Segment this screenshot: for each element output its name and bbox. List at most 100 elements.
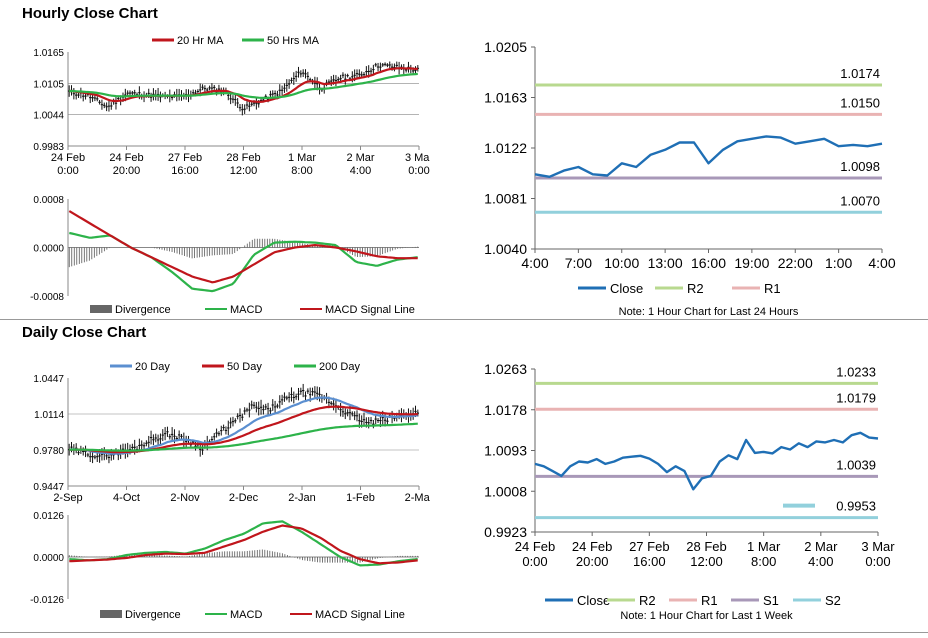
x-tick-label: 0:00 xyxy=(408,165,429,177)
x-tick-label: 8:00 xyxy=(751,554,776,569)
x-tick-label: 1:00 xyxy=(825,255,852,271)
y-tick-label: -0.0126 xyxy=(30,595,64,606)
x-tick-label: 12:00 xyxy=(230,165,258,177)
level-label-s2: 0.9953 xyxy=(836,499,876,514)
x-tick-label: 24 Feb xyxy=(51,152,85,164)
macd-line xyxy=(69,520,418,567)
y-tick-label: 1.0114 xyxy=(34,410,64,421)
legend-50-day-label: 50 Day xyxy=(227,361,262,373)
y-tick-label: 1.0178 xyxy=(484,402,527,418)
x-tick-label: 7:00 xyxy=(565,255,592,271)
legend-20hr-ma-label: 20 Hr MA xyxy=(177,35,224,47)
level-label-r1: 1.0179 xyxy=(836,390,876,405)
x-tick-label: 28 Feb xyxy=(226,152,260,164)
signal-line xyxy=(69,524,418,565)
x-tick-label: 4:00 xyxy=(350,165,371,177)
y-tick-label: 0.0000 xyxy=(33,553,64,564)
legend-50hrs-ma-label: 50 Hrs MA xyxy=(267,35,320,47)
y-tick-label: 1.0205 xyxy=(484,39,527,55)
level-label-s1: 1.0098 xyxy=(840,159,880,174)
legend-divergence-swatch xyxy=(90,305,112,313)
x-tick-label: 8:00 xyxy=(291,165,312,177)
legend-signal-label: MACD Signal Line xyxy=(315,609,405,621)
daily-macd-chart: 0.0126 0.0000 -0.0126 Divergence MACD MACD Si… xyxy=(30,511,419,621)
y-tick-label: 1.0093 xyxy=(484,443,527,459)
y-tick-label: -0.0008 xyxy=(30,292,64,303)
hourly-macd-chart: 0.0008 0.0000 -0.0008 Divergence MACD MACD Si… xyxy=(30,195,419,316)
legend-divergence-label: Divergence xyxy=(115,304,171,316)
bottom-divider xyxy=(0,632,928,633)
x-tick-label: 2-Sep xyxy=(53,492,82,504)
y-tick-label: 1.0165 xyxy=(33,48,64,59)
level-label-s1: 1.0039 xyxy=(836,457,876,472)
x-tick-label: 16:00 xyxy=(633,554,666,569)
x-tick-label: 16:00 xyxy=(171,165,199,177)
x-tick-label: 27 Feb xyxy=(168,152,202,164)
x-tick-label: 2 Mar xyxy=(804,539,838,554)
x-tick-label: 3 Mar xyxy=(861,539,895,554)
y-tick-label: 1.0447 xyxy=(33,374,64,385)
x-tick-label: 0:00 xyxy=(865,554,890,569)
x-tick-label: 20:00 xyxy=(576,554,609,569)
legend-s1-label: S1 xyxy=(763,593,779,608)
y-tick-label: 0.9923 xyxy=(484,524,527,540)
x-tick-label: 12:00 xyxy=(690,554,723,569)
y-tick-label: 0.0126 xyxy=(33,511,64,522)
legend-close-label: Close xyxy=(610,281,643,296)
legend-signal-label: MACD Signal Line xyxy=(325,304,415,316)
y-tick-label: 1.0105 xyxy=(33,79,64,90)
level-label-s2: 1.0070 xyxy=(840,193,880,208)
x-tick-label: 4:00 xyxy=(868,255,895,271)
x-tick-label: 4-Oct xyxy=(113,492,140,504)
x-tick-label: 2 Mar xyxy=(346,152,374,164)
signal-line xyxy=(68,210,418,284)
x-tick-label: 3 Mar xyxy=(405,152,430,164)
y-tick-label: 1.0081 xyxy=(484,191,527,207)
x-tick-label: 22:00 xyxy=(778,255,813,271)
day50-line xyxy=(69,405,418,454)
x-tick-label: 24 Feb xyxy=(572,539,612,554)
ma20-line xyxy=(69,67,418,104)
x-tick-label: 24 Feb xyxy=(515,539,555,554)
chart-note: Note: 1 Hour Chart for Last 24 Hours xyxy=(619,306,799,318)
x-tick-label: 0:00 xyxy=(57,165,78,177)
y-tick-label: 1.0008 xyxy=(484,483,527,499)
y-tick-label: 1.0040 xyxy=(484,241,527,257)
x-tick-label: 24 Feb xyxy=(109,152,143,164)
legend-divergence-label: Divergence xyxy=(125,609,181,621)
legend-divergence-swatch xyxy=(100,610,122,618)
x-tick-label: 27 Feb xyxy=(629,539,669,554)
legend-close-label: Close xyxy=(577,593,610,608)
ma50-line xyxy=(69,72,418,100)
legend-r1-label: R1 xyxy=(764,281,781,296)
legend-20-day-label: 20 Day xyxy=(135,361,170,373)
level-label-r2: 1.0233 xyxy=(836,364,876,379)
close-line xyxy=(534,431,879,491)
x-tick-label: 2-Nov xyxy=(170,492,200,504)
daily-title: Daily Close Chart xyxy=(22,324,147,341)
section-divider xyxy=(0,319,928,320)
close-line xyxy=(534,135,883,179)
x-tick-label: 0:00 xyxy=(522,554,547,569)
x-tick-label: 4:00 xyxy=(521,255,548,271)
chart-note: Note: 1 Hour Chart for Last 1 Week xyxy=(620,610,793,622)
y-tick-label: 0.0000 xyxy=(33,244,64,255)
legend-macd-label: MACD xyxy=(230,304,262,316)
y-tick-label: 0.0008 xyxy=(33,195,64,206)
legend-macd-label: MACD xyxy=(230,609,262,621)
x-tick-label: 1 Mar xyxy=(288,152,316,164)
y-tick-label: 1.0263 xyxy=(484,361,527,377)
legend-200-day-label: 200 Day xyxy=(319,361,360,373)
x-tick-label: 2-Mar xyxy=(405,492,430,504)
legend-r2-label: R2 xyxy=(687,281,704,296)
y-tick-label: 1.0044 xyxy=(33,111,64,122)
legend-s2-label: S2 xyxy=(825,593,841,608)
x-tick-label: 4:00 xyxy=(808,554,833,569)
x-tick-label: 2-Dec xyxy=(229,492,259,504)
x-tick-label: 1 Mar xyxy=(747,539,781,554)
x-tick-label: 2-Jan xyxy=(288,492,316,504)
legend-r2-label: R2 xyxy=(639,593,656,608)
